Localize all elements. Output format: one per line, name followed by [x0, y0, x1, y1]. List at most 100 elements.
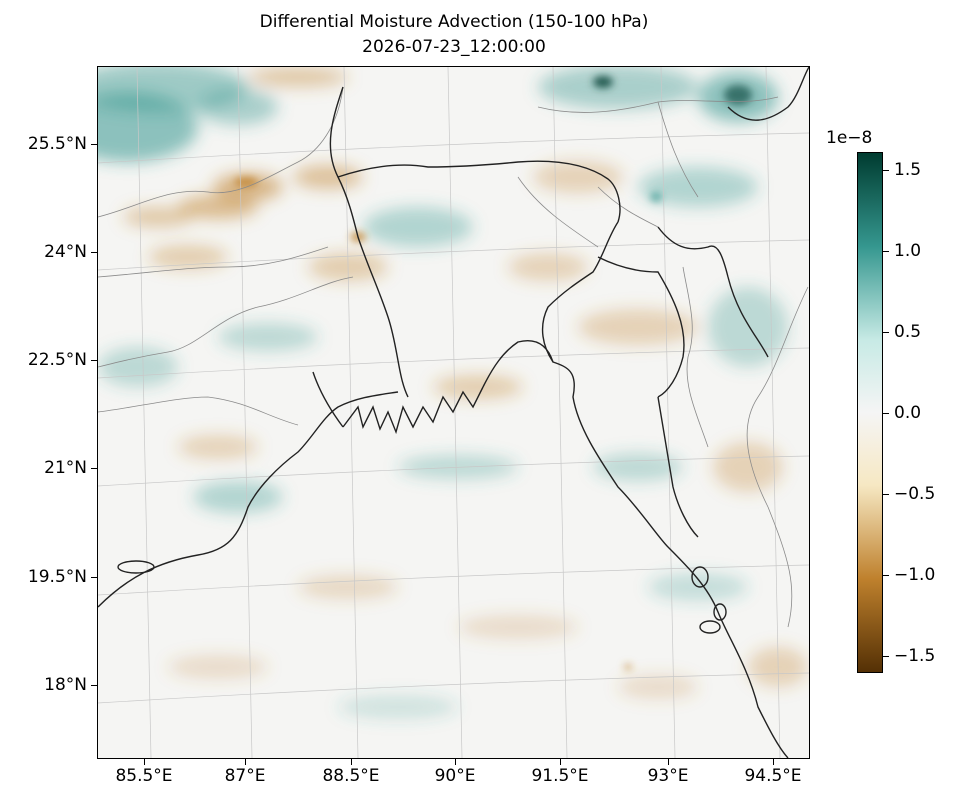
island [699, 620, 721, 634]
title-line-1: Differential Moisture Advection (150-100… [259, 12, 649, 32]
coastline-segment [329, 86, 409, 398]
lat-tick [91, 360, 97, 362]
colorbar-tick [883, 656, 889, 658]
border-line [98, 396, 299, 426]
colorbar-label-1-0: 1.0 [894, 241, 922, 261]
lon-tick [351, 759, 353, 765]
negative-patch [148, 245, 228, 269]
coastline-segment [482, 340, 789, 758]
colorbar-exponent: 1e−8 [826, 128, 873, 148]
lake [117, 560, 155, 574]
coastline-segment [312, 371, 484, 435]
parallel-line [98, 132, 809, 164]
coastline-segment [727, 67, 809, 121]
negative-patch [213, 173, 283, 201]
lat-tick [91, 252, 97, 254]
colorbar [857, 152, 883, 673]
lon-label-85-5: 85.5°E [115, 766, 173, 786]
negative-patch [293, 165, 363, 189]
meridian-line [765, 67, 781, 758]
colorbar-tick [883, 575, 889, 577]
lon-label-87: 87°E [224, 766, 266, 786]
colorbar-tick [883, 251, 889, 253]
negative-patch [618, 675, 698, 699]
positive-patch [338, 695, 458, 719]
border-line [98, 86, 344, 218]
graticule [98, 67, 809, 758]
intense-patch [624, 664, 632, 670]
negative-patch [713, 442, 783, 492]
positive-patch [198, 89, 278, 125]
colorbar-label-neg-0-5: −0.5 [894, 484, 936, 504]
lat-label-25-5: 25.5°N [27, 134, 87, 154]
parallel-line [98, 347, 809, 379]
colorbar-label-neg-1-0: −1.0 [894, 565, 936, 585]
coastline [98, 67, 809, 758]
negative-patch [178, 195, 258, 219]
map-canvas [98, 67, 809, 758]
lat-tick [91, 144, 97, 146]
positive-patch [363, 207, 473, 247]
coastline-segment [727, 276, 769, 358]
lat-tick [91, 468, 97, 470]
map-panel[interactable] [97, 66, 810, 759]
parallel-line [98, 455, 809, 487]
positive-patch [708, 287, 788, 367]
lon-tick [245, 759, 247, 765]
negative-patch [168, 655, 268, 679]
lon-label-88-5: 88.5°E [322, 766, 380, 786]
negative-patch [578, 309, 698, 345]
title-line-2: 2026-07-23_12:00:00 [362, 37, 546, 57]
colorbar-label-1-5: 1.5 [894, 160, 922, 180]
negative-patch [433, 375, 523, 399]
meridian-line [136, 67, 152, 758]
lon-tick [144, 759, 146, 765]
lon-tick [773, 759, 775, 765]
lat-label-18: 18°N [44, 675, 87, 695]
coastline-segment [337, 160, 621, 223]
colorbar-tick [883, 332, 889, 334]
intense-patch [234, 177, 258, 187]
intense-patch [724, 85, 752, 105]
parallel-line [98, 564, 809, 596]
colorbar-label-neg-1-5: −1.5 [894, 646, 936, 666]
meridian-line [660, 67, 676, 758]
border-line [98, 246, 329, 278]
negative-patch [178, 435, 258, 459]
border-line [746, 286, 809, 628]
negative-patch [298, 575, 398, 599]
colorbar-tick [883, 494, 889, 496]
negative-patch [248, 67, 348, 87]
border-line [657, 101, 699, 198]
positive-patch [98, 347, 178, 387]
border-line [98, 276, 354, 368]
intense-patch [650, 192, 662, 202]
island [691, 566, 709, 588]
lat-label-24: 24°N [44, 242, 87, 262]
lon-label-91-5: 91.5°E [531, 766, 589, 786]
lon-label-93: 93°E [647, 766, 689, 786]
lon-label-94-5: 94.5°E [744, 766, 802, 786]
positive-patch [193, 481, 283, 513]
colorbar-label-0-0: 0.0 [894, 403, 922, 423]
lon-label-90: 90°E [434, 766, 476, 786]
lat-label-19-5: 19.5°N [27, 567, 87, 587]
negative-patch [508, 253, 588, 281]
colorbar-tick [883, 170, 889, 172]
border-line [517, 176, 599, 248]
meridian-line [343, 67, 359, 758]
coastline-segment [657, 396, 699, 538]
lat-tick [91, 577, 97, 579]
lat-tick [91, 685, 97, 687]
intense-patch [593, 76, 613, 88]
country-borders [98, 86, 809, 628]
island [713, 603, 727, 621]
positive-patch [538, 67, 698, 109]
lon-tick [455, 759, 457, 765]
parallel-line [98, 672, 809, 704]
border-line [597, 186, 659, 228]
parallel-line [98, 239, 809, 271]
positive-patch [638, 167, 758, 207]
coastline-segment [541, 221, 619, 363]
coastline-segment [657, 226, 729, 278]
